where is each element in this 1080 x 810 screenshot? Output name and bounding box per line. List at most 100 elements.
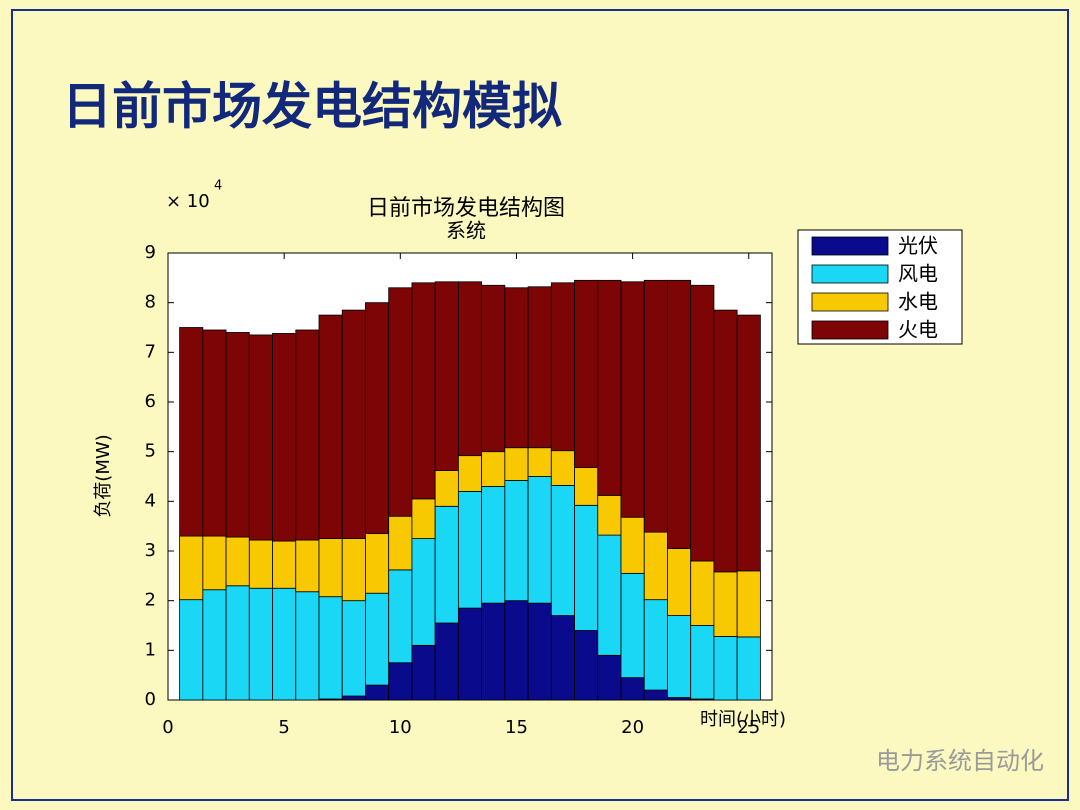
bar-segment	[457, 490, 483, 609]
bar-segment	[690, 625, 715, 700]
bar-segment	[272, 333, 297, 542]
bar-segment	[179, 327, 204, 537]
bar-segment	[295, 591, 320, 701]
x-tick-label: 25	[737, 717, 760, 738]
bar-segment	[550, 450, 575, 486]
bar-segment	[667, 279, 692, 549]
watermark: 电力系统自动化	[876, 747, 1044, 775]
bar-segment	[202, 589, 227, 701]
x-tick-label: 20	[621, 717, 644, 738]
bar-segment	[550, 615, 575, 701]
bar-segment	[713, 636, 738, 701]
bar-segment	[341, 309, 366, 539]
bar-segment	[620, 516, 645, 574]
bar-segment	[620, 572, 645, 679]
bar-segment	[411, 644, 436, 701]
bar-segment	[481, 451, 506, 487]
bar-segment	[643, 689, 668, 701]
y-tick-label: 6	[145, 391, 156, 412]
bar-segment	[690, 560, 715, 626]
bar-segment	[620, 677, 645, 701]
chart-title: 日前市场发电结构图	[367, 196, 565, 221]
y-tick-label: 8	[145, 292, 156, 313]
bar-segment	[388, 287, 413, 517]
bar-segment	[667, 548, 692, 616]
bar-segment	[574, 504, 599, 631]
bar-segment	[248, 587, 273, 701]
bar-segment	[574, 630, 599, 701]
bar-segment	[202, 329, 227, 537]
bar-segment	[457, 281, 483, 457]
bar-segment	[434, 622, 459, 701]
bar-segment	[341, 600, 366, 697]
bar-segment	[550, 282, 575, 452]
x-tick-label: 0	[162, 717, 173, 738]
bar-segment	[434, 470, 459, 507]
y-tick-label: 7	[145, 341, 156, 362]
x-tick-label: 5	[278, 717, 289, 738]
x-axis-label: 时间(小时)	[700, 709, 786, 730]
bar-segment	[527, 602, 552, 701]
y-exponent: 4	[214, 179, 222, 194]
y-tick-label: 9	[145, 242, 156, 263]
bar-segment	[411, 538, 436, 646]
legend-label: 风电	[898, 262, 938, 286]
bar-segment	[736, 636, 761, 701]
bar-segment	[411, 498, 436, 539]
bar-segment	[481, 284, 506, 453]
bar-segment	[365, 684, 390, 701]
slide-border	[11, 9, 1069, 801]
bar-segment	[411, 282, 436, 500]
bar-segment	[481, 486, 506, 604]
bar-segment	[365, 592, 390, 686]
bar-segment	[318, 596, 343, 700]
y-tick-label: 5	[145, 441, 156, 462]
bar-segment	[504, 600, 529, 701]
legend-swatch	[811, 292, 889, 312]
bar-segment	[597, 534, 622, 656]
bar-segment	[643, 599, 668, 691]
bar-segment	[597, 279, 622, 496]
bar-segment	[597, 494, 622, 536]
bar-segment	[318, 538, 343, 598]
bar-segment	[225, 332, 250, 538]
bar-segment	[434, 505, 459, 624]
bar-segment	[643, 279, 668, 533]
bar-segment	[248, 539, 273, 589]
y-tick-label: 2	[145, 590, 156, 611]
y-multiplier: × 10	[166, 191, 210, 212]
y-tick-label: 3	[145, 540, 156, 561]
x-tick-label: 15	[505, 717, 528, 738]
bar-segment	[318, 314, 343, 539]
bar-segment	[272, 587, 297, 701]
bar-segment	[736, 314, 761, 572]
bar-segment	[202, 535, 227, 591]
bar-segment	[690, 284, 715, 562]
bar-segment	[225, 585, 250, 701]
bar-segment	[295, 329, 320, 541]
bar-segment	[504, 447, 529, 481]
bar-segment	[434, 281, 459, 471]
x-tick-label: 10	[389, 717, 412, 738]
legend-label: 光伏	[898, 234, 938, 258]
bar-segment	[341, 538, 366, 602]
bar-segment	[248, 334, 273, 541]
bar-segment	[550, 485, 575, 616]
bar-segment	[457, 455, 483, 492]
slide-title: 日前市场发电结构模拟	[62, 78, 562, 136]
y-tick-label: 4	[145, 490, 156, 511]
bar-segment	[341, 695, 366, 701]
bar-segment	[713, 309, 738, 573]
bar-segment	[225, 536, 250, 587]
legend-swatch	[811, 320, 889, 340]
bar-segment	[620, 281, 645, 518]
bar-segment	[574, 279, 599, 468]
bar-segment	[388, 662, 413, 701]
bar-segment	[504, 287, 529, 449]
bar-segment	[365, 533, 390, 594]
bar-segment	[667, 615, 692, 698]
bar-segment	[295, 539, 320, 593]
bar-segment	[388, 515, 413, 571]
bar-segment	[365, 302, 390, 535]
bar-segment	[527, 476, 552, 604]
